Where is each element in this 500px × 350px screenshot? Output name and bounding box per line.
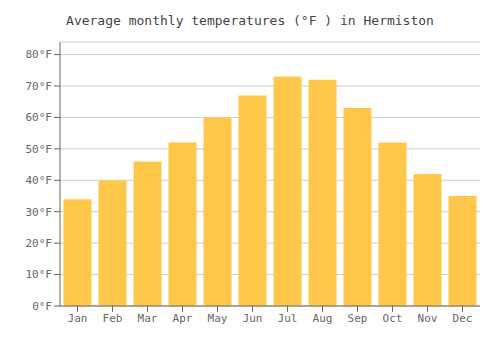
- svg-text:50°F: 50°F: [26, 143, 53, 156]
- svg-text:Aug: Aug: [313, 312, 333, 325]
- svg-text:Feb: Feb: [103, 312, 123, 325]
- svg-text:60°F: 60°F: [26, 111, 53, 124]
- svg-text:Nov: Nov: [418, 312, 438, 325]
- svg-text:Sep: Sep: [348, 312, 368, 325]
- svg-text:40°F: 40°F: [26, 174, 53, 187]
- svg-text:70°F: 70°F: [26, 80, 53, 93]
- svg-text:May: May: [208, 312, 228, 325]
- svg-text:0°F: 0°F: [32, 300, 52, 313]
- svg-text:80°F: 80°F: [26, 48, 53, 61]
- svg-text:Apr: Apr: [173, 312, 193, 325]
- svg-text:30°F: 30°F: [26, 206, 53, 219]
- svg-text:Dec: Dec: [453, 312, 473, 325]
- html-text:Average monthly temperatures (: Average monthly temperatures (°F ) in He…: [66, 13, 434, 28]
- svg-text:Oct: Oct: [383, 312, 403, 325]
- svg-text:Mar: Mar: [138, 312, 158, 325]
- svg-text:10°F: 10°F: [26, 268, 53, 281]
- svg-text:Jul: Jul: [278, 312, 298, 325]
- svg-text:Jan: Jan: [68, 312, 88, 325]
- svg-text:Jun: Jun: [243, 312, 263, 325]
- svg-text:20°F: 20°F: [26, 237, 53, 250]
